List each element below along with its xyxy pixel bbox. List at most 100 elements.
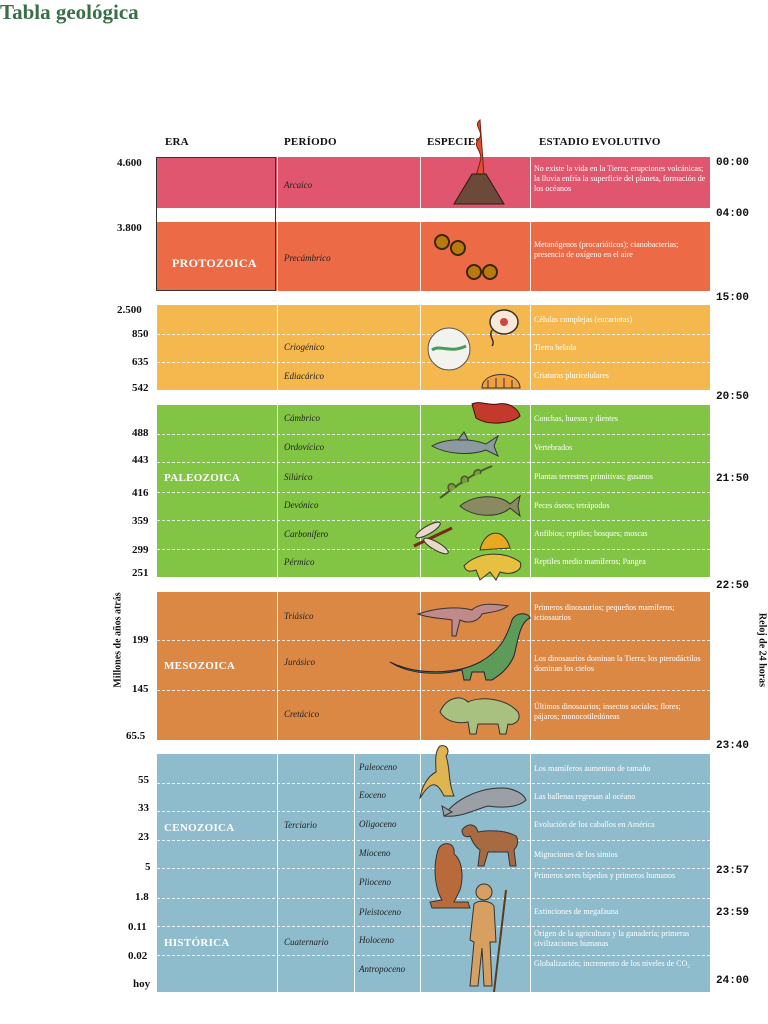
era-label: CENOZOICA xyxy=(164,822,235,834)
whale-icon xyxy=(441,787,527,817)
cell-icon xyxy=(489,309,519,347)
column-divider xyxy=(354,754,355,992)
evolution-text: Metanógenos (procarióticos); cianobacter… xyxy=(534,240,679,259)
era-label: PALEOZOICA xyxy=(164,472,241,484)
header-estadio: ESTADIO EVOLUTIVO xyxy=(539,136,661,148)
dimetrodon-icon xyxy=(463,532,522,581)
age-label: 1.8 xyxy=(135,891,149,903)
clock-label: 22:50 xyxy=(716,580,750,592)
period-label: Triásico xyxy=(284,611,314,621)
human-icon xyxy=(469,883,507,993)
row-divider xyxy=(157,955,710,956)
period-label: Pérmico xyxy=(284,557,315,567)
band-arcaico xyxy=(157,157,710,208)
row-divider xyxy=(157,462,710,463)
period-label: Ediacárico xyxy=(284,371,324,381)
age-label: 55 xyxy=(138,774,149,786)
early-dinosaur-icon xyxy=(416,603,510,637)
clock-label: 04:00 xyxy=(716,208,750,220)
age-label: hoy xyxy=(133,978,151,990)
age-label: 33 xyxy=(138,802,149,814)
evolution-text: Tierra helada xyxy=(534,343,577,352)
evolution-text: Origen de la agricultura y la ganadería;… xyxy=(534,929,690,948)
epoch-label: Holoceno xyxy=(359,935,394,945)
era-label: HISTÓRICA xyxy=(164,937,230,949)
evolution-text: Conchas, huesos y dientes xyxy=(534,414,618,423)
age-label: 635 xyxy=(132,356,149,368)
column-divider xyxy=(420,157,421,992)
age-label: 0.02 xyxy=(128,950,148,962)
header-periodo: PERÍODO xyxy=(284,136,337,148)
bacteria-icon xyxy=(434,234,498,280)
period-label: Jurásico xyxy=(284,657,315,667)
dragonfly-icon xyxy=(413,521,453,555)
row-divider xyxy=(157,520,710,521)
epoch-label: Mioceno xyxy=(359,848,391,858)
jellyfish-icon xyxy=(481,374,521,389)
epoch-label: Antropoceno xyxy=(359,964,406,974)
period-label: Cámbrico xyxy=(284,413,320,423)
era-outline xyxy=(156,157,276,291)
evolution-text: Los dinosaurios dominan la Tierra; los p… xyxy=(534,654,701,673)
evolution-text: Anfibios; reptiles; bosques; moscas xyxy=(534,529,648,538)
period-label: Devónico xyxy=(284,500,319,510)
row-divider xyxy=(157,690,710,691)
age-label: 443 xyxy=(132,454,149,466)
evolution-text: Células complejas (eucariotas) xyxy=(534,315,633,324)
row-divider xyxy=(157,434,710,435)
column-divider xyxy=(277,157,278,992)
era-label: MESOZOICA xyxy=(164,660,236,672)
evolution-text: Evolución de los caballos en América xyxy=(534,820,655,829)
age-label: 145 xyxy=(132,683,149,695)
evolution-text: No existe la vida en la Tierra; erupcion… xyxy=(534,164,706,193)
frozen-earth-icon xyxy=(427,327,471,371)
evolution-text: Primeros dinosaurios; pequeños mamíferos… xyxy=(534,603,675,622)
epoch-label: Plioceno xyxy=(359,877,391,887)
epoch-label: Pleistoceno xyxy=(359,907,401,917)
row-divider xyxy=(157,492,710,493)
epoch-label: Oligoceno xyxy=(359,819,397,829)
period-label: Silúrico xyxy=(284,472,313,482)
epoch-label: Eoceno xyxy=(359,790,386,800)
column-divider xyxy=(530,157,531,992)
clock-label: 21:50 xyxy=(716,473,750,485)
sauropod-icon xyxy=(389,613,531,681)
evolution-text: Las ballenas regresan al océano xyxy=(534,792,636,801)
evolution-text: Plantas terrestres primitivas; gusanos xyxy=(534,472,653,481)
age-label: 0.11 xyxy=(128,921,147,933)
age-label: 3.800 xyxy=(117,222,142,234)
fish-icon xyxy=(459,494,521,518)
clock-label: 20:50 xyxy=(716,391,750,403)
header-era: ERA xyxy=(165,136,189,148)
evolution-text: Primeros seres bípedos y primeros humano… xyxy=(534,871,676,880)
period-label: Precámbrico xyxy=(284,253,331,263)
era-label: PROTOZOICA xyxy=(172,256,257,270)
evolution-text: Peces óseos; tetrápodos xyxy=(534,501,610,510)
age-label: 2.500 xyxy=(117,304,142,316)
row-divider xyxy=(157,868,710,869)
evolution-text: Criaturas pluricelulares xyxy=(534,371,609,380)
y-axis-label: Millones de años atrás xyxy=(112,592,124,688)
age-label: 65.5 xyxy=(126,730,146,742)
horse-icon xyxy=(461,824,519,867)
evolution-text: Vertebrados xyxy=(534,443,573,452)
clock-label: 00:00 xyxy=(716,157,750,169)
evolution-text: Extinciones de megafauna xyxy=(534,907,619,916)
evolution-text: Reptiles medio mamíferos; Pangea xyxy=(534,557,646,566)
period-label: Cuaternario xyxy=(284,937,329,947)
age-label: 251 xyxy=(132,567,149,579)
age-label: 488 xyxy=(132,427,149,439)
period-label: Carbonífero xyxy=(284,529,329,539)
age-label: 199 xyxy=(132,634,149,646)
triceratops-icon xyxy=(439,697,520,735)
evolution-text: Últimos dinosaurios; insectos sociales; … xyxy=(534,702,681,721)
age-label: 4.600 xyxy=(117,157,142,169)
evolution-text: Los mamíferos aumentan de tamaño xyxy=(534,764,651,773)
row-divider xyxy=(157,926,710,927)
clock-label: 15:00 xyxy=(716,292,750,304)
clock-axis-label: Reloj de 24 horas xyxy=(756,612,768,688)
clock-label: 24:00 xyxy=(716,975,750,987)
band-cenozoica xyxy=(157,754,710,992)
page-title: Tabla geológica xyxy=(0,0,139,24)
age-label: 5 xyxy=(145,861,151,873)
